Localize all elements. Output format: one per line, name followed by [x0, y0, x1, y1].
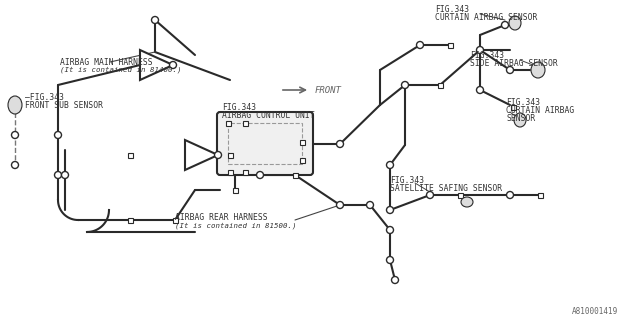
Circle shape [401, 82, 408, 89]
Ellipse shape [509, 16, 521, 30]
Bar [227, 153, 232, 157]
Bar [300, 157, 305, 163]
Text: FRONT: FRONT [315, 85, 342, 94]
Circle shape [506, 67, 513, 74]
Circle shape [387, 206, 394, 213]
Bar [227, 170, 232, 174]
Circle shape [477, 86, 483, 93]
Circle shape [426, 191, 433, 198]
Circle shape [214, 151, 221, 158]
Text: CURTAIN AIRBAG SENSOR: CURTAIN AIRBAG SENSOR [435, 12, 538, 21]
Bar [447, 43, 452, 47]
Text: SENSOR: SENSOR [506, 114, 535, 123]
Circle shape [54, 172, 61, 179]
Circle shape [152, 17, 159, 23]
Circle shape [54, 132, 61, 139]
Text: AIRBAG REAR HARNESS: AIRBAG REAR HARNESS [175, 213, 268, 222]
Circle shape [367, 202, 374, 209]
Bar [173, 218, 177, 222]
Ellipse shape [461, 197, 473, 207]
Text: FIG.343: FIG.343 [390, 175, 424, 185]
Bar [243, 170, 248, 174]
Text: AIRBAG MAIN HARNESS: AIRBAG MAIN HARNESS [60, 58, 152, 67]
Text: SATELLITE SAFING SENSOR: SATELLITE SAFING SENSOR [390, 183, 502, 193]
Bar [538, 193, 543, 197]
Circle shape [387, 257, 394, 263]
Text: A810001419: A810001419 [572, 308, 618, 316]
Circle shape [337, 202, 344, 209]
Bar [292, 172, 298, 178]
Text: FIG.343: FIG.343 [222, 102, 256, 111]
Text: FRONT SUB SENSOR: FRONT SUB SENSOR [25, 100, 103, 109]
Text: —FIG.343: —FIG.343 [25, 92, 64, 101]
Bar [228, 123, 302, 164]
Bar [511, 105, 515, 109]
Circle shape [502, 21, 509, 28]
Circle shape [12, 132, 19, 139]
Circle shape [506, 191, 513, 198]
Text: CURTAIN AIRBAG: CURTAIN AIRBAG [506, 106, 574, 115]
Circle shape [417, 42, 424, 49]
Circle shape [12, 162, 19, 169]
Text: FIG.343: FIG.343 [470, 51, 504, 60]
Bar [232, 188, 237, 193]
Circle shape [477, 46, 483, 53]
Bar [243, 121, 248, 125]
Bar [127, 153, 132, 157]
Polygon shape [140, 50, 173, 80]
Circle shape [337, 140, 344, 148]
Bar [458, 193, 463, 197]
Text: (It is contained in 81400.): (It is contained in 81400.) [60, 67, 182, 73]
Bar [225, 121, 230, 125]
Bar [438, 83, 442, 87]
Ellipse shape [8, 96, 22, 114]
Circle shape [170, 61, 177, 68]
Bar [127, 218, 132, 222]
Polygon shape [185, 140, 218, 170]
Text: (It is contained in 81500.): (It is contained in 81500.) [175, 223, 296, 229]
Circle shape [61, 172, 68, 179]
Circle shape [392, 276, 399, 284]
Text: FIG.343: FIG.343 [506, 98, 540, 107]
FancyBboxPatch shape [217, 112, 313, 175]
Circle shape [257, 172, 264, 179]
Circle shape [387, 227, 394, 234]
Text: FIG.343: FIG.343 [435, 4, 469, 13]
Bar [300, 140, 305, 145]
Ellipse shape [514, 113, 526, 127]
Text: AIRBAG CONTROL UNIT: AIRBAG CONTROL UNIT [222, 110, 315, 119]
Circle shape [387, 162, 394, 169]
Ellipse shape [531, 62, 545, 78]
Text: SIDE AIRBAG SENSOR: SIDE AIRBAG SENSOR [470, 59, 557, 68]
